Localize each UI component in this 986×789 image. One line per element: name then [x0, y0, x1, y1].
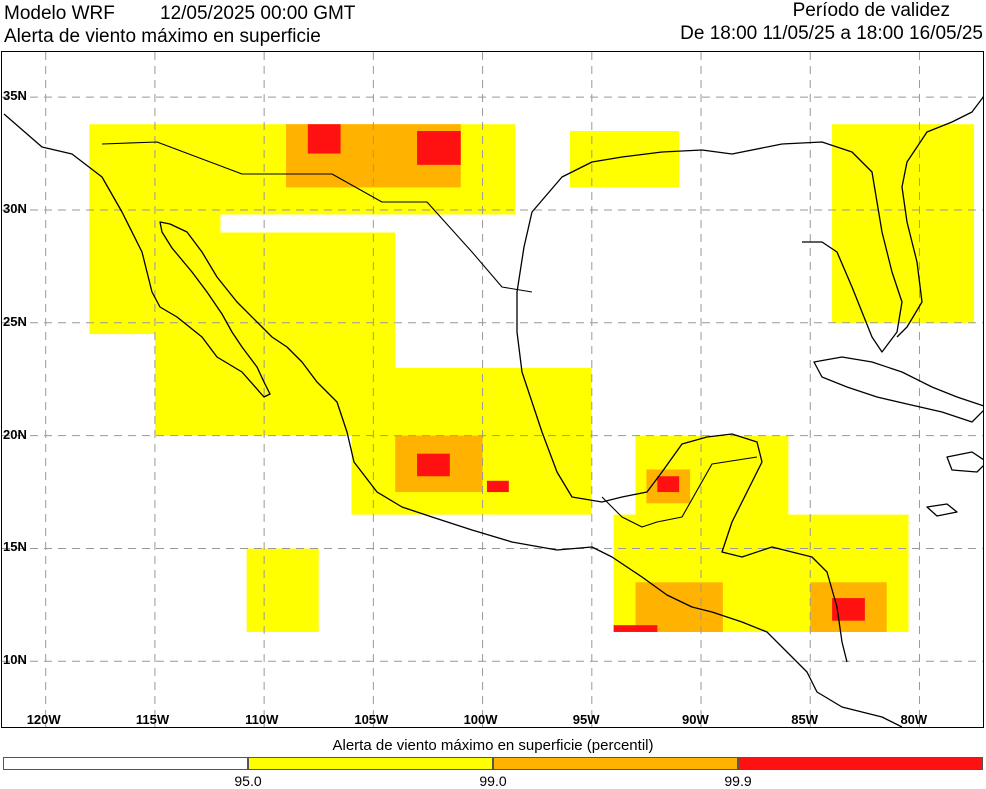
- alert-area-99-9-15: [417, 130, 461, 165]
- legend-title: Alerta de viento máximo en superficie (p…: [332, 737, 654, 754]
- legend-colorbar: [3, 757, 983, 770]
- map-canvas[interactable]: [2, 52, 984, 728]
- coastline-gulf: [516, 143, 848, 663]
- lat-label-15n: 15N: [3, 539, 27, 555]
- lon-label-105w: 105W: [354, 712, 389, 727]
- map-frame[interactable]: [1, 51, 984, 728]
- alert-area-99-9-19: [832, 598, 865, 621]
- coastline-atlantic: [896, 96, 983, 338]
- lon-label-80w: 80W: [900, 712, 928, 727]
- graticule-layer: [2, 52, 983, 727]
- model-label: Modelo WRF: [4, 3, 115, 24]
- legend-tick-1: 99.0: [479, 773, 507, 789]
- lat-label-20n: 20N: [3, 426, 27, 442]
- lat-label-10n: 10N: [3, 652, 27, 668]
- lon-label-120w: 120W: [26, 712, 61, 727]
- alert-area-99-11: [635, 582, 723, 632]
- coastline-cuba: [813, 356, 983, 423]
- border-usa-mexico: [101, 141, 533, 293]
- alert-area-99-9-17: [486, 480, 509, 493]
- alert-area-99-9-20: [613, 625, 658, 632]
- legend-tick-0: 95.0: [234, 773, 262, 789]
- validity-range: De 18:00 11/05/25 a 18:00 16/05/25: [680, 23, 983, 44]
- lon-label-110w: 110W: [245, 712, 279, 727]
- lat-label-35n: 35N: [3, 88, 27, 104]
- lon-label-85w: 85W: [791, 712, 818, 727]
- lon-label-115w: 115W: [135, 712, 170, 727]
- alert-area-95-6: [246, 548, 319, 632]
- lon-label-95w: 95W: [572, 712, 600, 727]
- alert-area-99-9-18: [657, 476, 680, 493]
- alert-areas-layer: [89, 124, 975, 632]
- lon-label-100w: 100W: [463, 712, 498, 727]
- coastline-pacific: [3, 113, 903, 727]
- lat-label-30n: 30N: [3, 200, 27, 216]
- alert-area-99-9-14: [307, 124, 341, 154]
- border-central-america: [601, 456, 758, 528]
- alert-area-95-7: [832, 124, 975, 323]
- coastline-jamaica: [926, 503, 958, 517]
- coastline-hispaniola: [946, 451, 983, 473]
- lon-label-90w: 90W: [682, 712, 709, 727]
- init-time: 12/05/2025 00:00 GMT: [160, 3, 356, 24]
- legend-segment-3: [738, 757, 983, 770]
- coastline-florida: [781, 141, 903, 353]
- legend-segment-1: [248, 757, 493, 770]
- legend-segment-0: [3, 757, 248, 770]
- map-subtitle: Alerta de viento máximo en superficie: [4, 26, 321, 47]
- legend-tick-2: 99.9: [724, 773, 752, 789]
- coastline-layer: [3, 96, 983, 727]
- alert-area-99-9-16: [417, 453, 450, 477]
- alert-area-95-8: [569, 130, 680, 188]
- validity-title: Período de validez: [792, 0, 950, 21]
- legend-segment-2: [493, 757, 738, 770]
- lat-label-25n: 25N: [3, 313, 27, 329]
